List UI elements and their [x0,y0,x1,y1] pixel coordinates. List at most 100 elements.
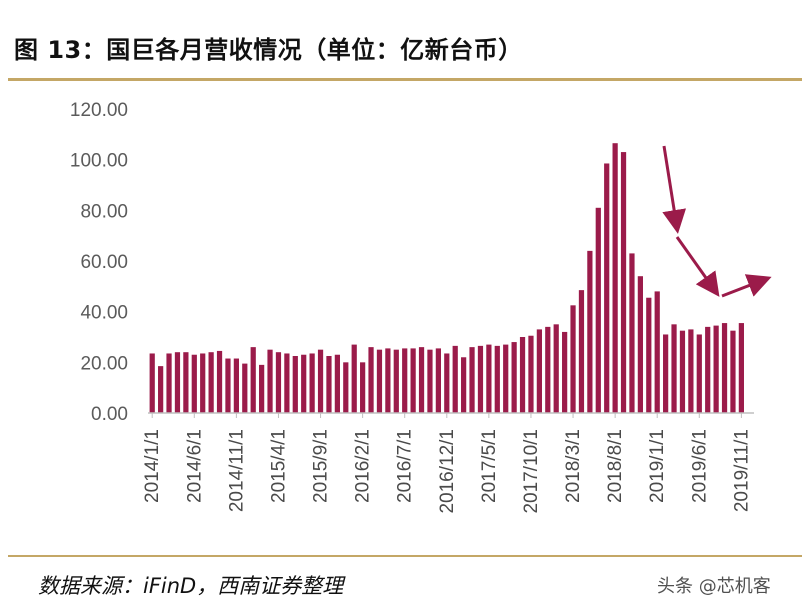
bar [629,253,635,413]
y-tick-label: 0.00 [91,404,128,425]
bottom-rule [8,555,802,557]
bar [250,347,256,413]
bar [259,364,265,413]
bar [343,362,349,413]
bar [183,352,189,413]
bar [385,348,391,413]
y-tick-label: 20.00 [80,353,128,374]
x-tick-label: 2019/1/1 [647,429,668,503]
bar [528,335,534,413]
bar [334,354,340,413]
bar [200,353,206,413]
bar [494,345,500,413]
bar [654,291,660,413]
bar [292,356,298,413]
bar [233,358,239,413]
down-arrow-1 [662,145,687,234]
bar [284,353,290,413]
bar [309,353,315,413]
bar [418,347,425,413]
bar [553,324,559,413]
x-tick-label: 2015/9/1 [311,429,332,503]
bar [595,207,601,413]
bar [191,354,197,413]
bar [174,352,181,413]
bar [452,345,458,413]
bar [646,297,652,413]
bar [545,326,551,413]
bar [242,363,248,413]
x-tick-label: 2016/2/1 [353,429,374,503]
bar [486,344,492,413]
bar [317,349,324,413]
watermark: 头条 @芯机客 [657,576,771,597]
y-tick-label: 80.00 [80,201,128,222]
bar [738,323,744,413]
bar [477,345,484,413]
x-axis: 2014/1/1 2014/6/1 2014/11/1 2015/4/1 2015/9/… [142,413,752,514]
bar [713,325,719,413]
bar [166,353,172,413]
up-arrow [721,274,772,298]
bar [435,348,441,413]
bar [620,152,627,413]
bar [570,305,576,413]
bar [503,344,509,413]
x-tick-label: 2014/6/1 [184,429,205,503]
bar [469,347,475,413]
down-arrow-2 [675,236,720,297]
bar [351,344,357,413]
bar [461,357,467,413]
x-tick-label: 2018/3/1 [563,429,584,503]
bar [730,330,736,413]
bar [519,337,526,413]
x-tick-label: 2016/7/1 [395,429,416,503]
bar [267,349,273,413]
bar [410,348,416,413]
bar [402,348,408,413]
bar [368,347,374,413]
bar [511,342,517,413]
bar [679,330,686,413]
y-tick-label: 120.00 [70,100,128,121]
x-tick-label: 2019/11/1 [731,429,752,512]
bar [663,334,669,413]
bar [612,143,618,413]
bar [326,356,332,413]
x-tick-label: 2014/11/1 [226,429,247,512]
y-tick-label: 60.00 [80,252,128,273]
bar [562,331,568,413]
bar [149,353,155,413]
bar [671,324,677,413]
x-tick-label: 2014/1/1 [142,429,163,503]
chart-title: 图 13：国巨各月营收情况（单位：亿新台币） [14,36,523,64]
x-tick-label: 2016/12/1 [437,429,458,514]
bar [225,358,231,413]
bar [360,362,366,413]
bar [604,163,610,413]
bar [696,334,702,413]
bar [376,349,383,413]
bar [637,276,643,413]
bar [578,290,585,413]
bar [536,329,542,413]
bar [216,350,223,413]
bar [444,353,450,413]
bar [688,329,694,413]
y-axis: 0.00 20.00 40.00 60.00 80.00 100.00 120.00 [70,100,128,425]
x-tick-label: 2015/4/1 [268,429,289,503]
x-tick-label: 2017/5/1 [479,429,500,503]
bar [427,349,433,413]
y-tick-label: 40.00 [80,303,128,324]
x-tick-label: 2018/8/1 [605,429,626,503]
bar [301,354,307,413]
bar [208,352,214,413]
bar [158,366,164,413]
bar [705,326,711,413]
x-tick-label: 2017/10/1 [521,429,542,514]
bar [721,323,728,413]
bars-group [149,143,744,413]
x-tick-label: 2019/6/1 [689,429,710,503]
y-tick-label: 100.00 [70,151,128,172]
